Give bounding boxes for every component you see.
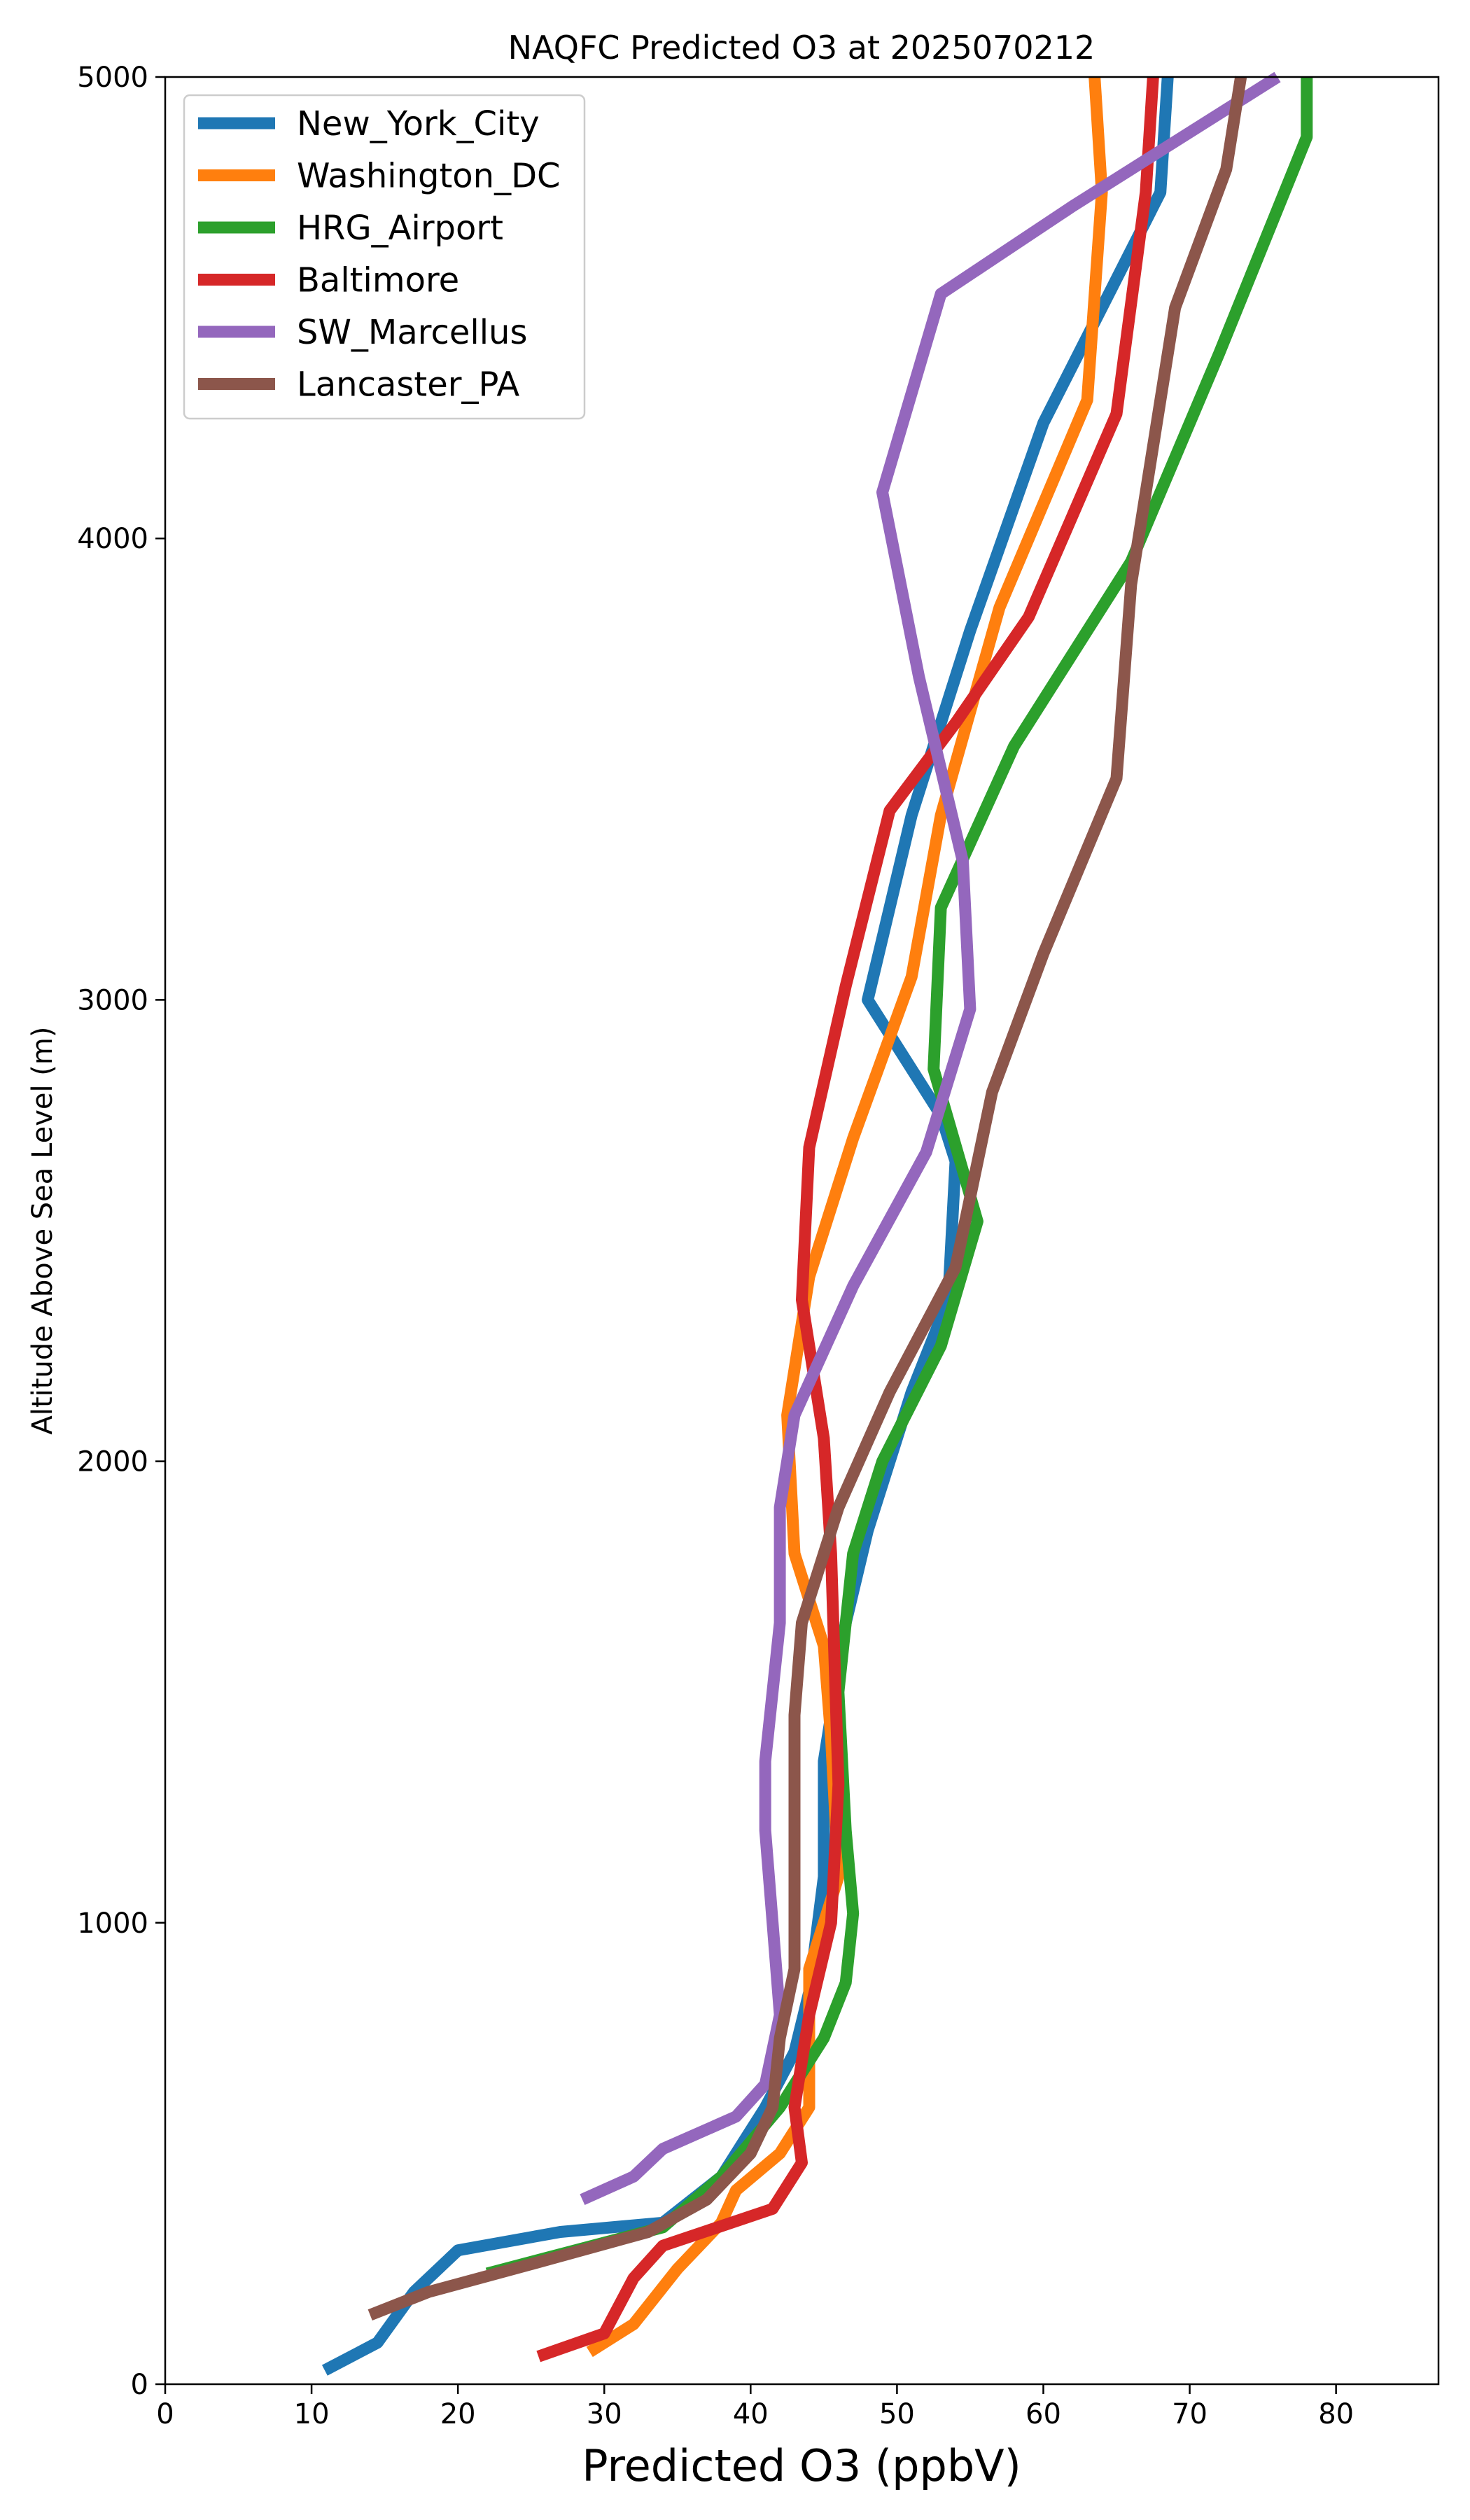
x-tick-label: 40 [733,2398,769,2430]
y-tick-label: 5000 [77,62,148,94]
x-tick-label: 60 [1026,2398,1061,2430]
x-axis: 0 10 20 30 40 50 60 70 80 [156,2384,1354,2430]
x-tick-label: 50 [879,2398,915,2430]
x-tick-label: 0 [156,2398,174,2430]
y-tick-label: 0 [131,2369,148,2401]
legend: New_York_City Washington_DC HRG_Airport Bal… [183,94,586,420]
y-tick-label: 3000 [77,984,148,1016]
x-tick-label: 10 [294,2398,330,2430]
series-line-lancaster-pa [368,76,1247,2321]
legend-label: Lancaster_PA [297,365,519,405]
legend-label: Baltimore [297,261,459,300]
x-tick-label: 30 [587,2398,622,2430]
series-line-sw-marcellus [580,71,1281,2206]
legend-label: Washington_DC [297,157,561,196]
plot-lines [321,71,1313,2376]
x-tick-label: 20 [440,2398,476,2430]
chart-title: NAQFC Predicted O3 at 2025070212 [508,29,1096,66]
legend-label: HRG_Airport [297,209,503,248]
series-line-washington-dc [586,76,1108,2358]
legend-label: New_York_City [297,104,540,144]
y-axis-label: Altitude Above Sea Level (m) [27,1027,59,1435]
x-tick-label: 70 [1172,2398,1208,2430]
legend-entries: New_York_City Washington_DC HRG_Airport Bal… [198,104,561,405]
series-line-baltimore [536,76,1159,2362]
legend-box [183,94,586,420]
x-tick-label: 80 [1318,2398,1354,2430]
x-axis-label: Predicted O3 (ppbV) [582,2440,1021,2491]
y-axis: 0 1000 2000 3000 4000 5000 [77,62,165,2401]
y-tick-label: 4000 [77,523,148,555]
legend-label: SW_Marcellus [297,313,527,352]
plot-area-frame [164,76,1440,2386]
y-tick-label: 1000 [77,1907,148,1940]
y-tick-label: 2000 [77,1446,148,1478]
series-line-hrg-airport [485,77,1313,2280]
